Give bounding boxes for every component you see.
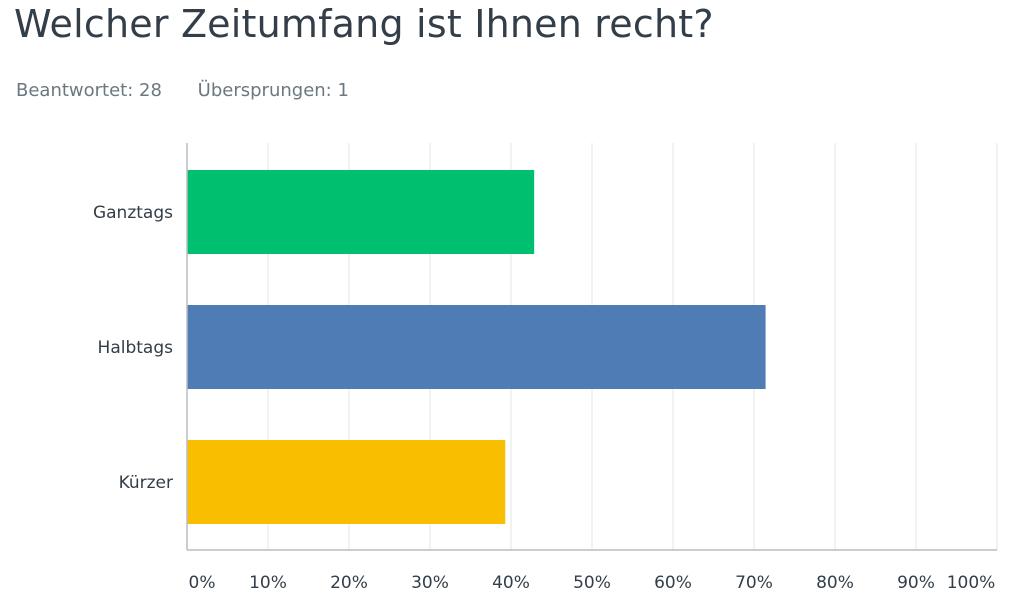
x-tick-label: 30% [411, 573, 449, 593]
skipped-count: Übersprungen: 1 [197, 80, 349, 101]
x-tick-label: 20% [330, 573, 368, 593]
category-label: Kürzer [119, 473, 173, 493]
response-stats: Beantwortet: 28 Übersprungen: 1 [16, 80, 379, 101]
x-tick-label: 50% [573, 573, 611, 593]
x-tick-label: 100% [947, 573, 996, 593]
bar-halbtags[interactable] [187, 305, 766, 389]
x-tick-label: 90% [897, 573, 935, 593]
bars [187, 170, 766, 524]
x-tick-label: 80% [816, 573, 854, 593]
bar-kürzer[interactable] [187, 440, 506, 524]
x-tick-label: 40% [492, 573, 530, 593]
x-axis-ticks: 0% 10% 20% 30% 40% 50% 60% 70% 80% 90% 100% [189, 573, 996, 593]
x-tick-label: 0% [189, 573, 216, 593]
bar-ganztags[interactable] [187, 170, 535, 254]
category-labels: Ganztags Halbtags Kürzer [93, 203, 173, 493]
question-title: Welcher Zeitumfang ist Ihnen recht? [14, 2, 714, 46]
answered-count: Beantwortet: 28 [16, 80, 162, 101]
x-tick-label: 10% [249, 573, 287, 593]
axes [186, 143, 997, 551]
category-label: Ganztags [93, 203, 173, 223]
x-tick-label: 70% [735, 573, 773, 593]
x-tick-label: 60% [654, 573, 692, 593]
category-label: Halbtags [98, 338, 174, 358]
